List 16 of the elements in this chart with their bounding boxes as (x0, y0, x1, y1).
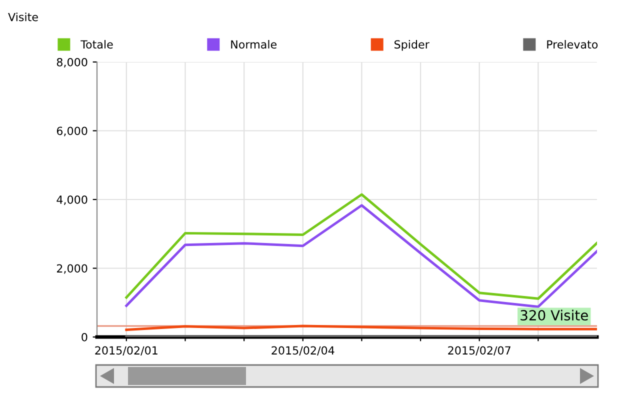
line-series (125, 193, 597, 300)
y-axis-title: Visite (8, 12, 38, 22)
legend-label: Spider (394, 40, 430, 51)
y-tick-label: 0 (82, 332, 88, 342)
y-tick-label: 6,000 (56, 126, 88, 136)
legend-label: Totale (80, 40, 113, 49)
x-tick-label: 2015/02/01 (95, 346, 158, 356)
x-tick-label: 2015/02/07 (448, 346, 510, 356)
line-series (125, 204, 597, 308)
x-tick-label: 2015/02/04 (272, 346, 334, 356)
legend-label: Normale (231, 40, 277, 49)
ref-line-label: 320 Visite (520, 310, 588, 321)
legend-label: Prelevato (547, 40, 598, 49)
y-tick-label: 4,000 (56, 195, 88, 206)
y-tick-label: 8,000 (56, 58, 88, 68)
y-tick-label: 2,000 (56, 264, 88, 274)
